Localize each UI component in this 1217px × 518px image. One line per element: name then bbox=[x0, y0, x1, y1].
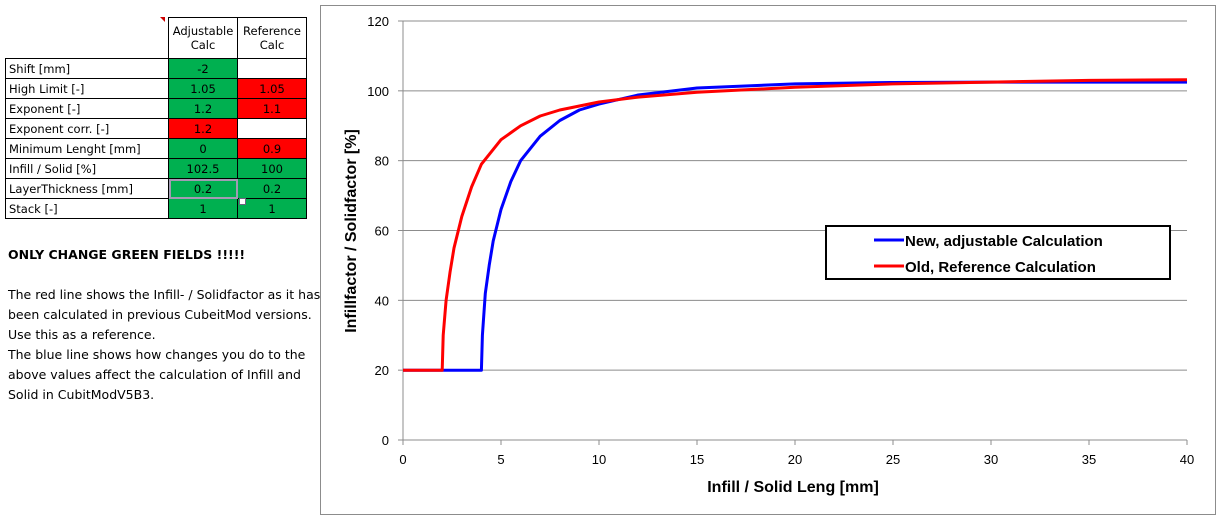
x-axis-label: Infill / Solid Leng [mm] bbox=[707, 479, 879, 496]
y-tick-label: 60 bbox=[375, 224, 389, 239]
legend[interactable]: New, adjustable Calculation Old, Referen… bbox=[825, 225, 1171, 280]
row-label-infill-solid[interactable]: Infill / Solid [%] bbox=[5, 158, 169, 179]
cell-reference-shift[interactable] bbox=[237, 58, 307, 79]
chart-area[interactable]: 0 20 40 60 80 100 120 0 5 10 15 20 25 30 35 40 Infill /… bbox=[320, 5, 1216, 515]
cell-reference-stack[interactable]: 1 bbox=[237, 198, 307, 219]
instruction-line-4: The blue line shows how changes you do t… bbox=[8, 347, 306, 362]
table-row-infill-solid: Infill / Solid [%] 102.5 100 bbox=[5, 158, 307, 179]
header-adjustable-line1: Adjustable bbox=[172, 24, 234, 38]
table-row-high-limit: High Limit [-] 1.05 1.05 bbox=[5, 78, 307, 99]
cell-reference-infill-solid[interactable]: 100 bbox=[237, 158, 307, 179]
series-line-adjustable bbox=[403, 80, 1187, 372]
header-reference-calc[interactable]: Reference Calc bbox=[237, 17, 307, 59]
x-tick-label: 35 bbox=[1082, 452, 1096, 467]
instruction-line-3: Use this as a reference. bbox=[8, 327, 156, 342]
selection-fill-handle[interactable] bbox=[239, 198, 246, 205]
table-row-shift: Shift [mm] -2 bbox=[5, 58, 307, 79]
row-label-exponent-corr[interactable]: Exponent corr. [-] bbox=[5, 118, 169, 139]
cell-reference-high-limit[interactable]: 1.05 bbox=[237, 78, 307, 99]
y-tick-label: 0 bbox=[382, 433, 389, 448]
header-reference-line1: Reference bbox=[243, 24, 301, 38]
x-tick-label: 40 bbox=[1180, 452, 1194, 467]
cell-reference-exponent[interactable]: 1.1 bbox=[237, 98, 307, 119]
header-reference-line2: Calc bbox=[259, 38, 285, 52]
cell-adjustable-minimum-length[interactable]: 0 bbox=[168, 138, 238, 159]
line-chart: 0 20 40 60 80 100 120 0 5 10 15 20 25 30 35 40 Infill /… bbox=[343, 14, 1194, 496]
row-label-layer-thickness[interactable]: LayerThickness [mm] bbox=[5, 178, 169, 199]
x-tick-label: 30 bbox=[984, 452, 998, 467]
instruction-text: The red line shows the Infill- / Solidfa… bbox=[8, 285, 328, 405]
gridlines bbox=[403, 20, 1187, 371]
row-label-high-limit[interactable]: High Limit [-] bbox=[5, 78, 169, 99]
row-label-exponent[interactable]: Exponent [-] bbox=[5, 98, 169, 119]
x-tick-label: 5 bbox=[497, 452, 504, 467]
y-tick-label: 120 bbox=[367, 14, 389, 29]
series-line-reference bbox=[403, 78, 1188, 372]
legend-label-reference: Old, Reference Calculation bbox=[905, 259, 1096, 276]
header-adjustable-line2: Calc bbox=[190, 38, 216, 52]
instruction-line-1: The red line shows the Infill- / Solidfa… bbox=[8, 287, 321, 302]
table-row-exponent-corr: Exponent corr. [-] 1.2 bbox=[5, 118, 307, 139]
y-tick-label: 20 bbox=[375, 363, 389, 378]
cell-adjustable-infill-solid[interactable]: 102.5 bbox=[168, 158, 238, 179]
table-corner-cell bbox=[6, 18, 169, 59]
axes: 0 20 40 60 80 100 120 0 5 10 15 20 25 30 35 40 bbox=[367, 14, 1194, 467]
cell-reference-exponent-corr[interactable] bbox=[237, 118, 307, 139]
cell-adjustable-shift[interactable]: -2 bbox=[168, 58, 238, 79]
cell-adjustable-high-limit[interactable]: 1.05 bbox=[168, 78, 238, 99]
table-row-minimum-length: Minimum Lenght [mm] 0 0.9 bbox=[5, 138, 307, 159]
table-row-stack: Stack [-] 1 1 bbox=[5, 198, 307, 219]
comment-indicator-icon bbox=[160, 17, 165, 22]
y-axis-label: Infillfactor / Solidfactor [%] bbox=[343, 129, 360, 333]
cell-reference-layer-thickness[interactable]: 0.2 bbox=[237, 178, 307, 199]
instruction-heading: ONLY CHANGE GREEN FIELDS !!!!! bbox=[8, 247, 246, 262]
y-tick-label: 40 bbox=[375, 293, 389, 308]
instruction-line-5: above values affect the calculation of I… bbox=[8, 367, 301, 382]
legend-label-adjustable: New, adjustable Calculation bbox=[905, 233, 1103, 250]
x-tick-label: 20 bbox=[788, 452, 802, 467]
cell-adjustable-stack[interactable]: 1 bbox=[168, 198, 238, 219]
table-row-layer-thickness: LayerThickness [mm] 0.2 0.2 bbox=[5, 178, 307, 199]
x-tick-label: 25 bbox=[886, 452, 900, 467]
parameter-table: Adjustable Calc Reference Calc Shift [mm… bbox=[5, 17, 307, 219]
instruction-line-2: been calculated in previous CubeitMod ve… bbox=[8, 307, 312, 322]
table-row-exponent: Exponent [-] 1.2 1.1 bbox=[5, 98, 307, 119]
x-tick-label: 10 bbox=[592, 452, 606, 467]
table-header-row: Adjustable Calc Reference Calc bbox=[6, 17, 307, 59]
cell-adjustable-exponent-corr[interactable]: 1.2 bbox=[168, 118, 238, 139]
row-label-minimum-length[interactable]: Minimum Lenght [mm] bbox=[5, 138, 169, 159]
instruction-line-6: Solid in CubitModV5B3. bbox=[8, 387, 155, 402]
cell-adjustable-exponent[interactable]: 1.2 bbox=[168, 98, 238, 119]
row-label-stack[interactable]: Stack [-] bbox=[5, 198, 169, 219]
row-label-shift[interactable]: Shift [mm] bbox=[5, 58, 169, 79]
legend-box bbox=[825, 225, 1171, 280]
header-adjustable-calc[interactable]: Adjustable Calc bbox=[168, 17, 238, 59]
cell-adjustable-layer-thickness[interactable]: 0.2 bbox=[168, 178, 238, 199]
series-lines bbox=[403, 78, 1188, 372]
x-tick-label: 15 bbox=[690, 452, 704, 467]
y-tick-label: 80 bbox=[375, 154, 389, 169]
y-tick-label: 100 bbox=[367, 84, 389, 99]
x-tick-label: 0 bbox=[399, 452, 406, 467]
cell-reference-minimum-length[interactable]: 0.9 bbox=[237, 138, 307, 159]
